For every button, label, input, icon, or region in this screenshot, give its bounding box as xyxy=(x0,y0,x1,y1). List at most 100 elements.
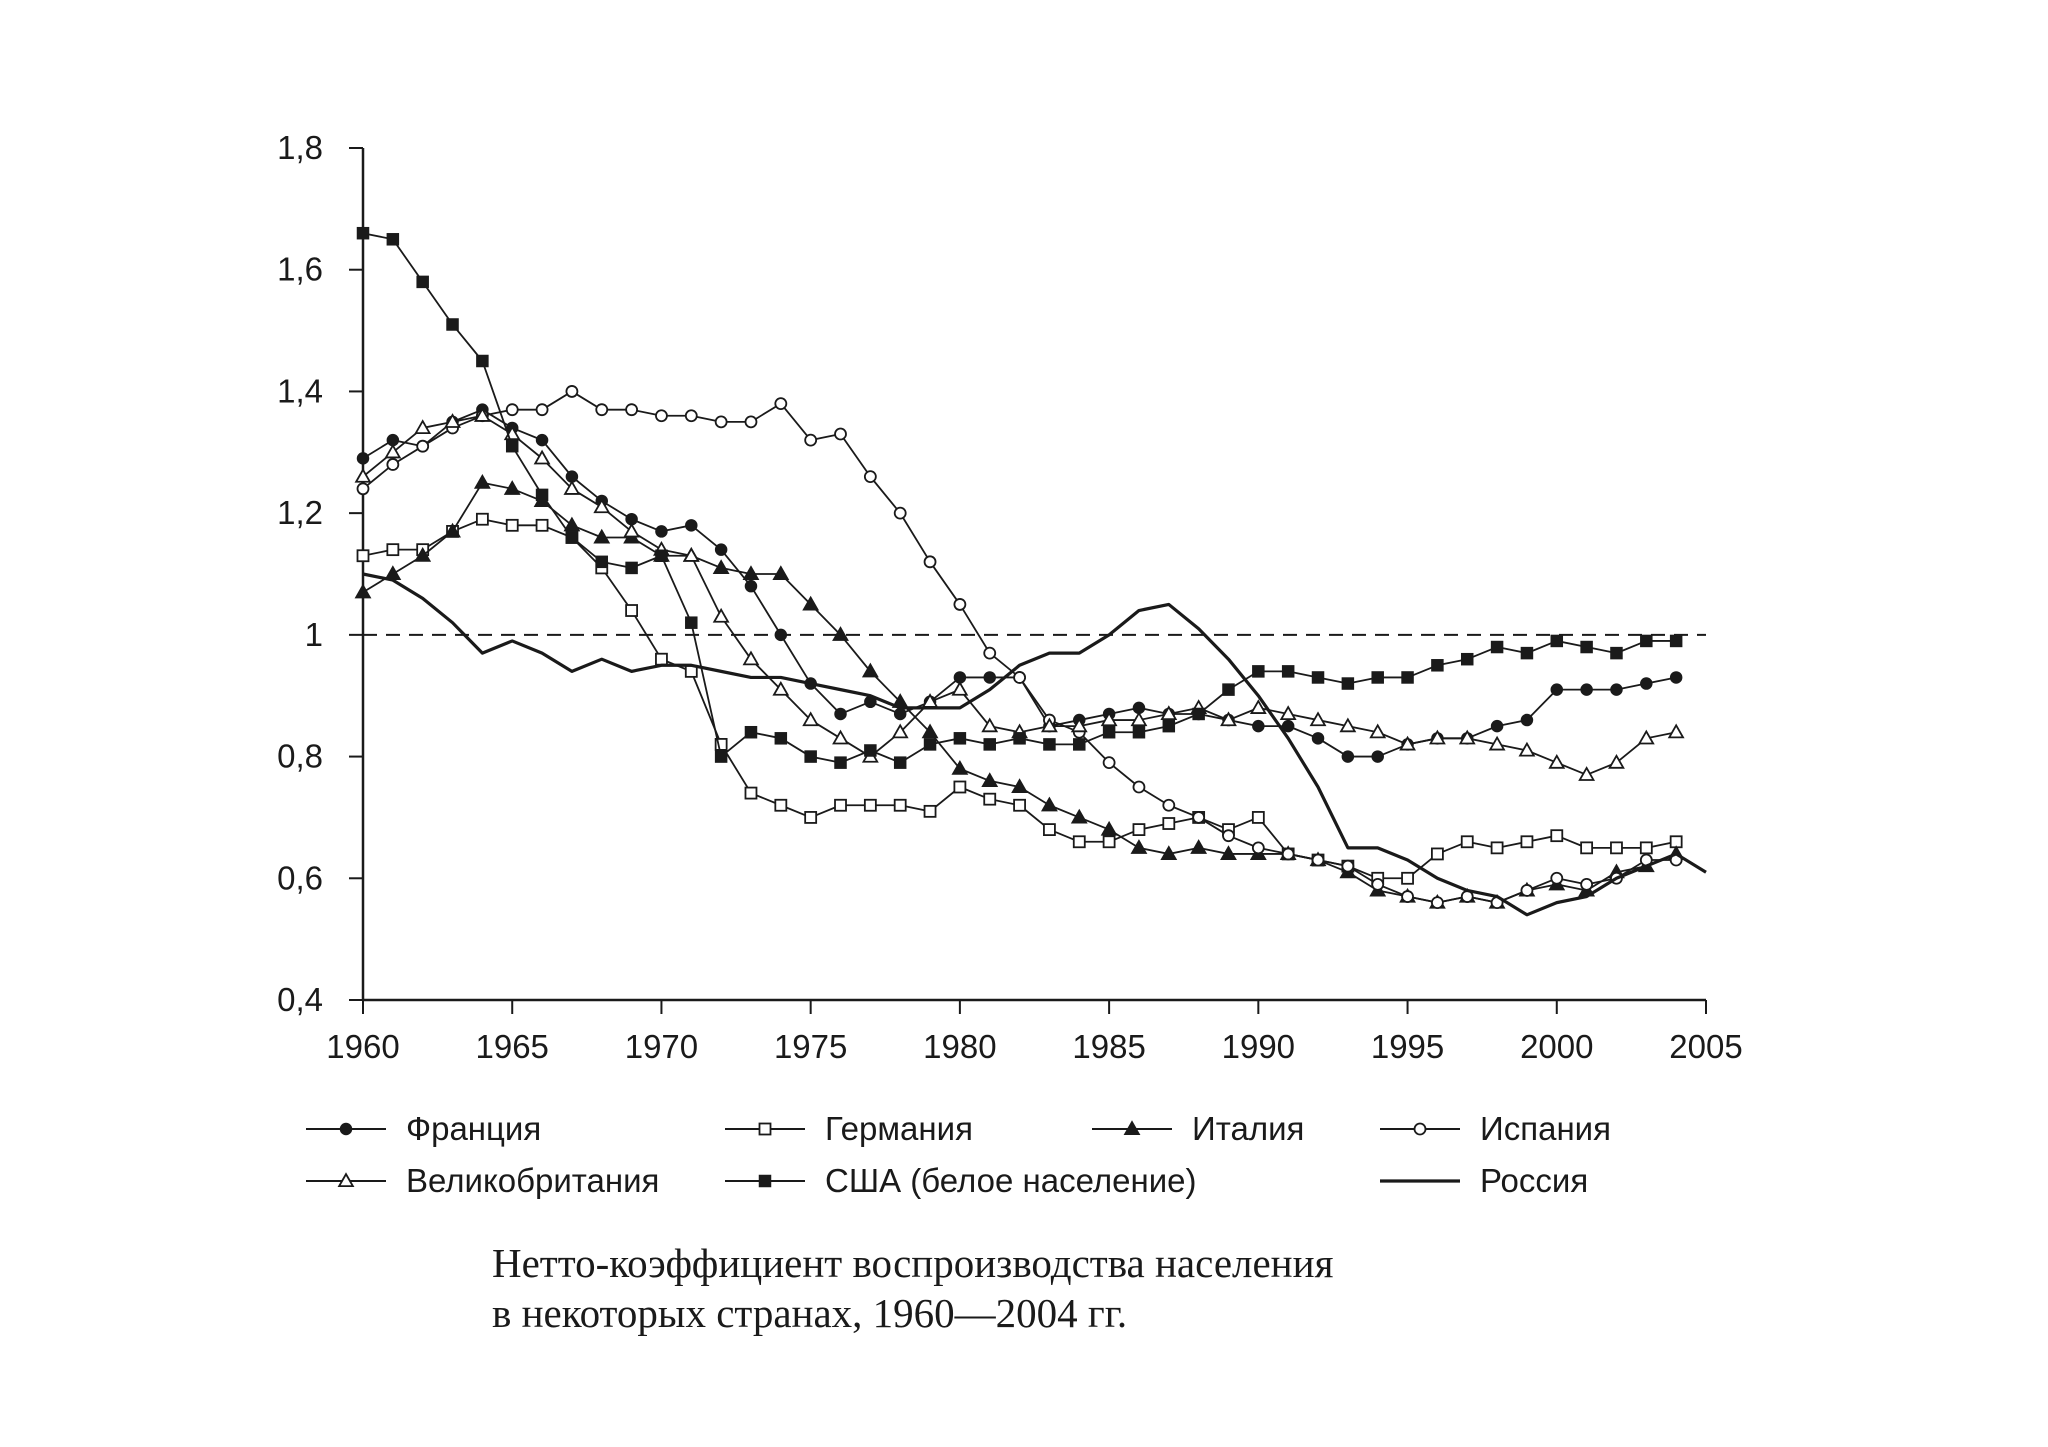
data-point xyxy=(1669,634,1683,648)
data-point xyxy=(386,543,400,557)
data-point xyxy=(864,744,877,757)
data-point xyxy=(356,482,370,496)
data-point xyxy=(1341,750,1355,763)
data-point xyxy=(1249,699,1267,714)
data-point xyxy=(981,717,999,733)
series-7 xyxy=(362,572,1707,917)
data-point xyxy=(1640,677,1653,690)
data-point xyxy=(414,547,432,562)
data-point xyxy=(863,798,877,812)
data-point xyxy=(1578,766,1596,781)
legend-label: Великобритания xyxy=(406,1162,659,1199)
data-point xyxy=(1520,646,1534,660)
data-point xyxy=(1520,835,1534,849)
data-point xyxy=(505,518,519,532)
data-point xyxy=(804,433,818,447)
data-point xyxy=(565,385,579,398)
data-point xyxy=(1311,671,1325,684)
data-point xyxy=(473,407,491,422)
data-point xyxy=(1341,859,1355,873)
data-point xyxy=(1667,723,1685,739)
data-point xyxy=(983,646,997,660)
data-point xyxy=(834,427,847,441)
data-point xyxy=(1399,735,1416,751)
data-point xyxy=(804,811,818,824)
data-point xyxy=(832,729,849,745)
series-line xyxy=(362,390,1677,904)
data-point xyxy=(473,474,491,489)
data-point xyxy=(834,798,847,812)
data-point xyxy=(1192,707,1205,721)
data-point xyxy=(953,732,967,745)
x-tick-label: 1985 xyxy=(1072,1028,1145,1065)
x-tick-label: 1980 xyxy=(923,1028,996,1065)
data-point xyxy=(1608,753,1625,769)
data-point xyxy=(1100,711,1118,727)
data-point xyxy=(685,616,698,629)
data-point xyxy=(1132,823,1146,836)
data-point xyxy=(1371,877,1385,891)
data-point xyxy=(1102,835,1116,849)
legend-label: Италия xyxy=(1192,1110,1304,1147)
data-point xyxy=(1252,665,1265,678)
legend-item: Франция xyxy=(306,1110,541,1147)
data-point xyxy=(625,561,638,575)
data-point xyxy=(1401,871,1414,885)
data-point xyxy=(1610,646,1623,660)
data-point xyxy=(1192,811,1206,824)
data-point xyxy=(834,707,847,721)
data-point xyxy=(863,470,877,484)
data-point xyxy=(1190,839,1208,854)
data-point xyxy=(1281,847,1295,861)
data-point xyxy=(535,403,549,417)
y-tick-label: 0,4 xyxy=(277,981,323,1018)
chart-caption: Нетто-коэффициент воспроизводства населе… xyxy=(492,1238,1592,1338)
legend-item: Россия xyxy=(1380,1162,1588,1199)
data-point xyxy=(685,519,698,532)
data-point xyxy=(384,565,402,581)
series-line xyxy=(362,414,1677,776)
data-point xyxy=(1580,877,1594,891)
data-point xyxy=(384,443,402,459)
x-tick-label: 1970 xyxy=(625,1028,698,1065)
data-point xyxy=(1132,725,1146,739)
y-tick-label: 1,8 xyxy=(277,129,323,166)
data-point xyxy=(535,433,549,447)
data-point xyxy=(1220,845,1237,860)
legend-marker xyxy=(1413,1122,1427,1136)
data-point xyxy=(1073,738,1086,751)
data-point xyxy=(1102,756,1116,770)
data-point xyxy=(774,732,788,745)
data-point xyxy=(1610,841,1623,855)
y-tick-label: 0,8 xyxy=(277,738,323,775)
series-line xyxy=(362,572,1707,917)
x-tick-label: 1975 xyxy=(774,1028,847,1065)
data-point xyxy=(1252,719,1265,733)
data-point xyxy=(1610,683,1623,696)
data-point xyxy=(832,626,849,641)
data-point xyxy=(1339,717,1357,733)
data-point xyxy=(1580,640,1593,654)
data-point xyxy=(1040,717,1058,733)
legend-item: Испания xyxy=(1380,1110,1611,1147)
legend-marker xyxy=(339,1122,353,1136)
data-point xyxy=(744,786,758,800)
legend-marker xyxy=(758,1122,772,1136)
data-point xyxy=(1162,798,1176,812)
data-point xyxy=(625,604,638,617)
data-point xyxy=(1013,732,1026,745)
data-point xyxy=(921,723,939,739)
data-point xyxy=(1130,711,1148,727)
data-point xyxy=(1011,778,1029,794)
axes: 0,4 0,6 0,8 1 1,2 1,4 1,6 1,8 1960 1965 1970 1975 19… xyxy=(277,129,1743,1065)
data-point xyxy=(893,707,907,721)
data-point xyxy=(891,723,909,739)
data-point xyxy=(772,680,790,696)
data-point xyxy=(772,565,790,581)
y-tick-label: 0,6 xyxy=(277,859,323,896)
x-tick-label: 2005 xyxy=(1669,1028,1742,1065)
legend-label: Франция xyxy=(406,1110,541,1147)
legend-item: США (белое население) xyxy=(725,1162,1196,1199)
y-tick-label: 1 xyxy=(305,616,323,653)
legend: Франция Германия Италия Испания Великобритан… xyxy=(306,1110,1611,1199)
